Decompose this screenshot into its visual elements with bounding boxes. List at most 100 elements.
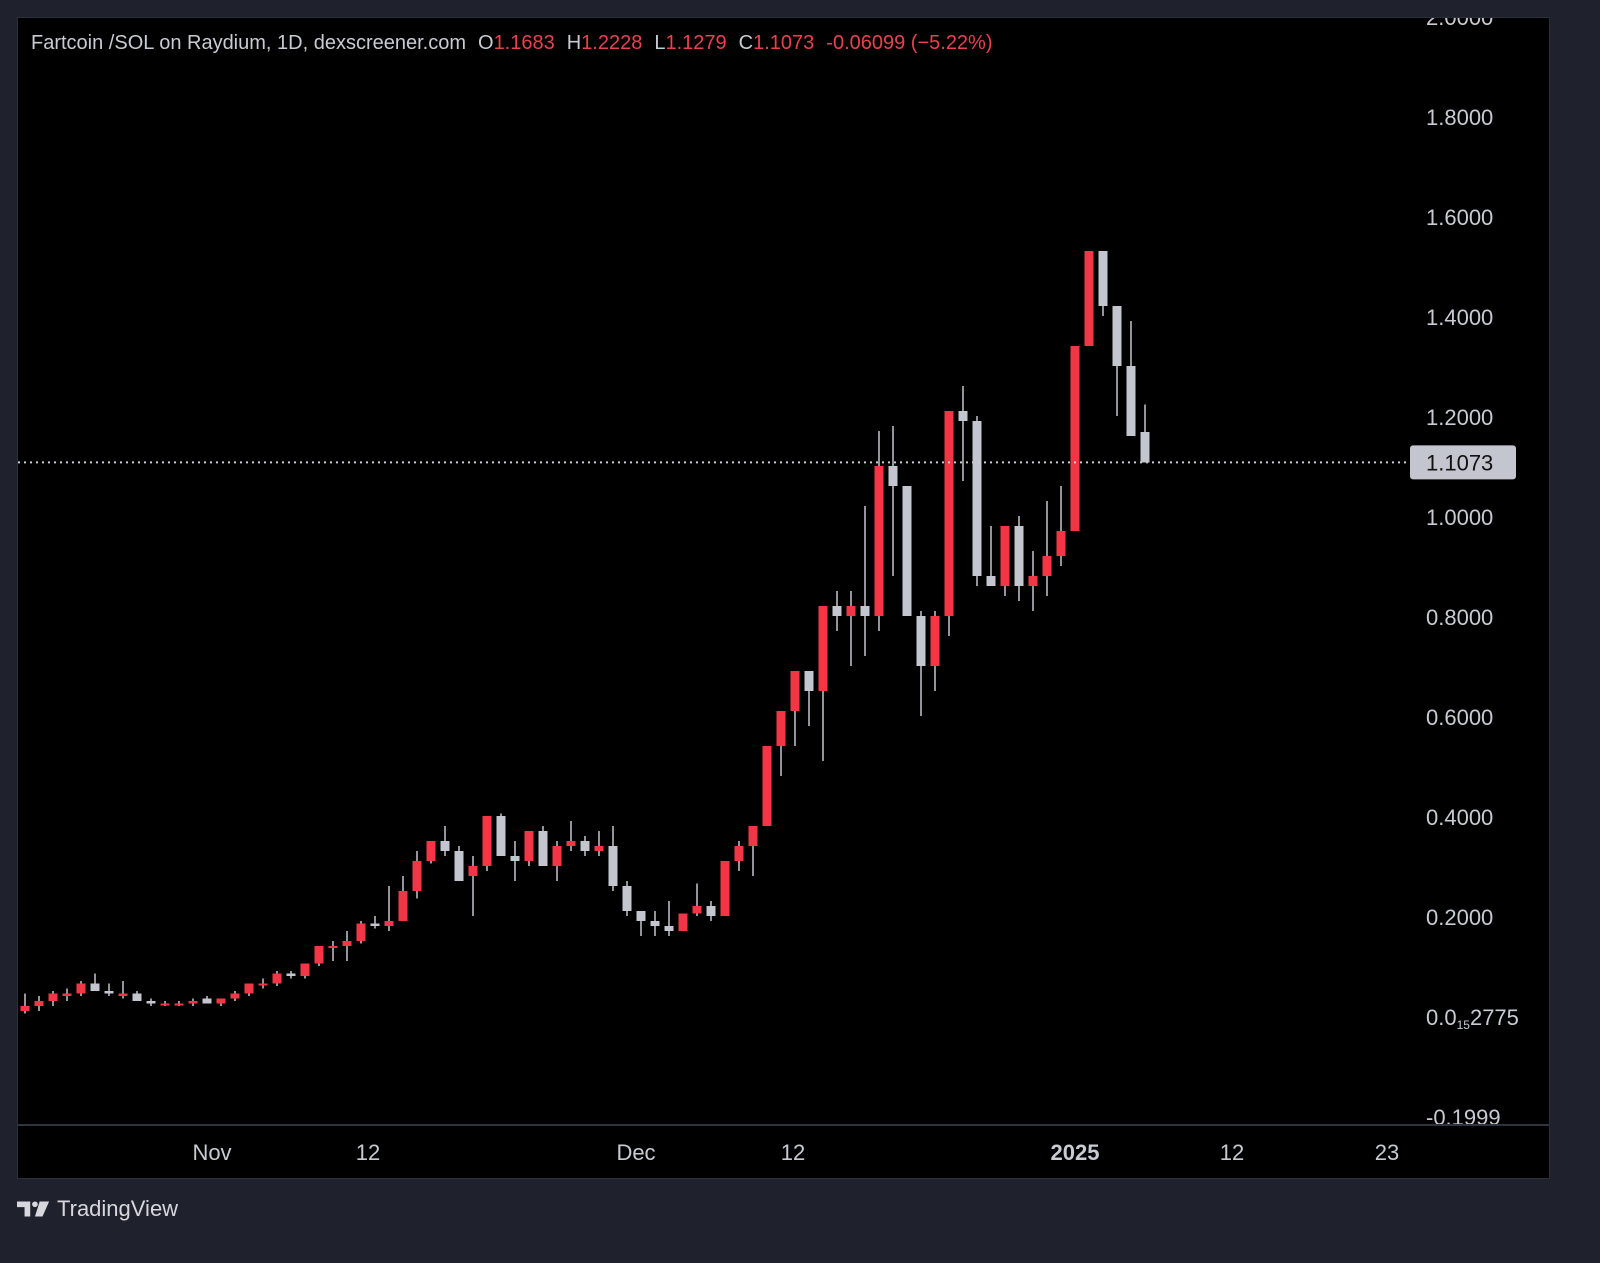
candle-up xyxy=(328,946,338,948)
candle-up xyxy=(76,983,86,994)
candle-up xyxy=(524,831,534,861)
candle-down xyxy=(804,671,814,691)
candle-down xyxy=(650,921,660,926)
candle-down xyxy=(916,616,926,666)
current-price-tag xyxy=(1410,445,1516,480)
y-tick-0.4: 0.4000 xyxy=(1426,805,1493,830)
y-tick-min: -0.1999 xyxy=(1426,1105,1501,1130)
symbol-title: Fartcoin /SOL on Raydium, 1D, dexscreene… xyxy=(31,32,466,54)
y-tick-0.2: 0.2000 xyxy=(1426,905,1493,930)
candle-down xyxy=(1112,306,1122,366)
y-tick-1.2: 1.2000 xyxy=(1426,405,1493,430)
candle-up xyxy=(566,841,576,846)
candle-down xyxy=(510,856,520,861)
candle-up xyxy=(1070,346,1080,531)
candle-up xyxy=(118,993,128,996)
candle-down xyxy=(146,1001,156,1004)
candle-down xyxy=(1126,366,1136,436)
candle-down xyxy=(202,998,212,1004)
candle-down xyxy=(664,926,674,931)
y-tick-1.0: 1.0000 xyxy=(1426,505,1493,530)
x-tick-nov: Nov xyxy=(192,1140,231,1165)
candle-down xyxy=(958,411,968,421)
y-tick-1.4: 1.4000 xyxy=(1426,305,1493,330)
candlestick-plot[interactable]: 2.0000 1.8000 1.6000 1.4000 1.2000 1.000… xyxy=(18,18,1549,1178)
candle-down xyxy=(1014,526,1024,586)
candle-up xyxy=(482,816,492,866)
current-price-tag-text: 1.1073 xyxy=(1426,450,1493,475)
high-value: 1.2228 xyxy=(581,32,643,54)
x-tick-dec-12: 12 xyxy=(781,1140,805,1165)
candle-up xyxy=(1042,556,1052,576)
change-value: -0.06099 (−5.22%) xyxy=(826,32,993,54)
y-tick-0.8: 0.8000 xyxy=(1426,605,1493,630)
candle-up xyxy=(34,1001,44,1006)
chart-panel[interactable]: Fartcoin /SOL on Raydium, 1D, dexscreene… xyxy=(17,17,1550,1179)
candle-up xyxy=(314,946,324,964)
candle-down xyxy=(538,831,548,866)
x-tick-nov-12: 12 xyxy=(356,1140,380,1165)
candle-up xyxy=(342,941,352,946)
candle-up xyxy=(818,606,828,691)
candle-down xyxy=(1140,432,1150,463)
candle-up xyxy=(160,1003,170,1006)
candle-down xyxy=(636,911,646,921)
candle-down xyxy=(860,606,870,616)
candle-up xyxy=(62,993,72,996)
x-tick-jan-12: 12 xyxy=(1220,1140,1244,1165)
candle-up xyxy=(748,826,758,846)
high-label: H xyxy=(566,32,582,54)
tradingview-logo-icon xyxy=(17,1201,50,1217)
candle-up xyxy=(678,913,688,931)
open-value: 1.1683 xyxy=(493,32,555,54)
candle-down xyxy=(580,841,590,851)
candle-up xyxy=(776,711,786,746)
candle-up xyxy=(552,846,562,866)
candle-up xyxy=(930,616,940,666)
candle-down xyxy=(132,993,142,1001)
candle-down xyxy=(104,991,114,994)
y-tick-1.8: 1.8000 xyxy=(1426,105,1493,130)
low-label: L xyxy=(654,32,666,54)
candle-down xyxy=(888,466,898,486)
candle-up xyxy=(692,906,702,914)
tradingview-branding[interactable]: TradingView xyxy=(17,1196,178,1222)
y-tick-0.0: 0.0152775 xyxy=(1426,1005,1519,1032)
candle-up xyxy=(1084,251,1094,346)
y-tick-1.6: 1.6000 xyxy=(1426,205,1493,230)
candle-up xyxy=(412,861,422,891)
candle-up xyxy=(174,1003,184,1006)
open-label: O xyxy=(478,32,494,54)
candle-up xyxy=(720,861,730,916)
candle-down xyxy=(286,973,296,976)
tradingview-brand-text: TradingView xyxy=(57,1196,179,1221)
candle-down xyxy=(454,851,464,881)
candle-up xyxy=(356,923,366,941)
candle-up xyxy=(216,998,226,1004)
candle-up xyxy=(790,671,800,711)
x-tick-jan-23: 23 xyxy=(1375,1140,1399,1165)
candle-up xyxy=(188,1001,198,1004)
candle-up xyxy=(734,846,744,861)
candle-down xyxy=(622,886,632,911)
price-axis[interactable]: 2.0000 1.8000 1.6000 1.4000 1.2000 1.000… xyxy=(1410,18,1519,1130)
candles xyxy=(20,251,1150,1014)
candle-up xyxy=(230,993,240,999)
time-axis[interactable]: Nov 12 Dec 12 2025 12 23 xyxy=(192,1140,1399,1165)
candle-down xyxy=(986,576,996,586)
candle-up xyxy=(300,963,310,976)
candle-up xyxy=(944,411,954,616)
candle-up xyxy=(846,606,856,616)
candle-down xyxy=(902,486,912,616)
y-tick-0.6: 0.6000 xyxy=(1426,705,1493,730)
candle-up xyxy=(244,983,254,994)
x-tick-dec: Dec xyxy=(616,1140,655,1165)
candle-up xyxy=(272,973,282,984)
candle-up xyxy=(384,921,394,926)
candle-down xyxy=(90,983,100,991)
close-value: 1.1073 xyxy=(753,32,815,54)
candle-up xyxy=(20,1006,30,1011)
candle-down xyxy=(832,606,842,616)
candle-up xyxy=(874,466,884,616)
candle-up xyxy=(1056,531,1066,556)
